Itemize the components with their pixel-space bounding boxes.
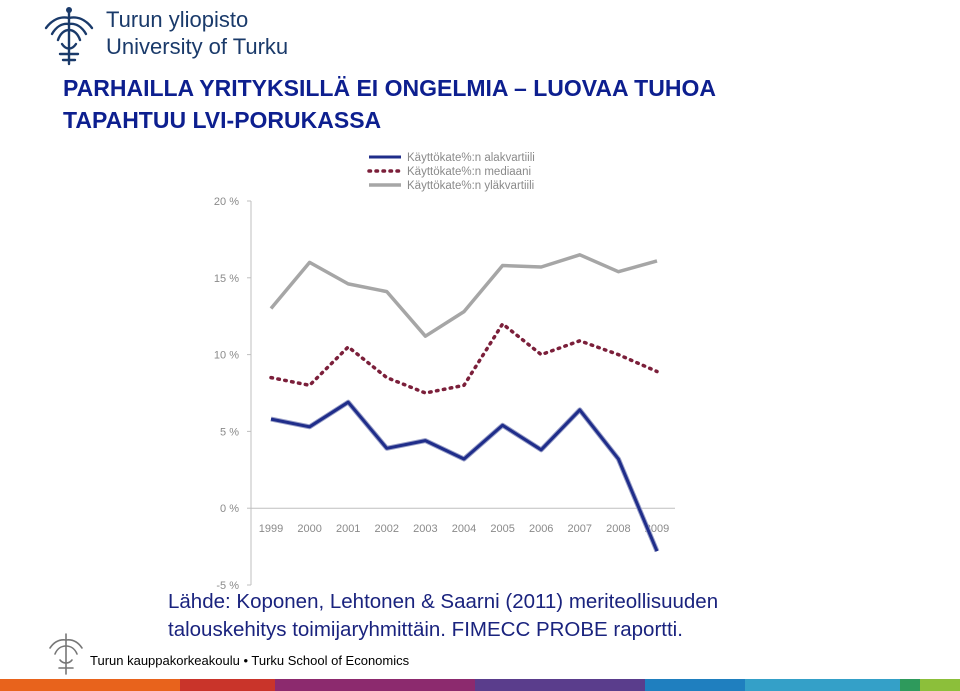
color-bar-segment <box>920 679 960 691</box>
x-tick-label: 2001 <box>336 523 360 535</box>
university-name-fi: Turun yliopisto <box>106 7 249 32</box>
series-upper-quartile <box>269 253 658 338</box>
x-tick-label: 2004 <box>452 523 476 535</box>
y-tick-label: 0 % <box>220 503 239 515</box>
footer-color-bar <box>0 679 960 691</box>
university-name: Turun yliopisto University of Turku <box>106 6 288 60</box>
source-line2: talouskehitys toimijaryhmittäin. FIMECC … <box>168 618 683 641</box>
x-tick-label: 2003 <box>413 523 437 535</box>
color-bar-segment <box>475 679 645 691</box>
color-bar-segment <box>180 679 275 691</box>
series-median <box>269 322 659 395</box>
color-bar-segment <box>645 679 745 691</box>
slide-title-line2: TAPAHTUU LVI-PORUKASSA <box>63 107 382 133</box>
color-bar-segment <box>745 679 900 691</box>
x-tick-label: 2002 <box>375 523 399 535</box>
source-citation: Lähde: Koponen, Lehtonen & Saarni (2011)… <box>168 588 928 644</box>
legend-label: Käyttökate%:n alakvartiili <box>407 152 535 164</box>
color-bar-segment <box>275 679 475 691</box>
x-tick-label: 2006 <box>529 523 553 535</box>
line-chart: 20 % 15 % 10 % 5 % 0 % -5 % 1999 2000 2001 2002 20… <box>214 152 675 592</box>
color-bar-segment <box>0 679 180 691</box>
x-tick-label: 2007 <box>568 523 592 535</box>
slide-title-line1: PARHAILLA YRITYKSILLÄ EI ONGELMIA – LUOV… <box>63 75 716 101</box>
legend-label: Käyttökate%:n mediaani <box>407 166 531 178</box>
y-tick-label: 10 % <box>214 350 239 362</box>
legend-label: Käyttökate%:n yläkvartiili <box>407 180 534 192</box>
university-logo <box>44 7 94 66</box>
color-bar-segment <box>900 679 920 691</box>
x-tick-label: 2008 <box>606 523 630 535</box>
source-line1: Lähde: Koponen, Lehtonen & Saarni (2011)… <box>168 590 719 613</box>
series-lower-quartile <box>270 400 659 552</box>
x-tick-label: 2000 <box>297 523 321 535</box>
slide-title: PARHAILLA YRITYKSILLÄ EI ONGELMIA – LUOV… <box>63 72 923 136</box>
y-tick-label: 20 % <box>214 196 239 208</box>
x-tick-label: 1999 <box>259 523 283 535</box>
footer-logo <box>49 633 83 675</box>
footer-text: Turun kauppakorkeakoulu • Turku School o… <box>90 653 410 668</box>
y-tick-label: -5 % <box>216 580 239 592</box>
x-tick-label: 2005 <box>490 523 514 535</box>
y-tick-label: 15 % <box>214 273 239 285</box>
y-tick-label: 5 % <box>220 426 239 438</box>
university-name-en: University of Turku <box>106 34 289 59</box>
